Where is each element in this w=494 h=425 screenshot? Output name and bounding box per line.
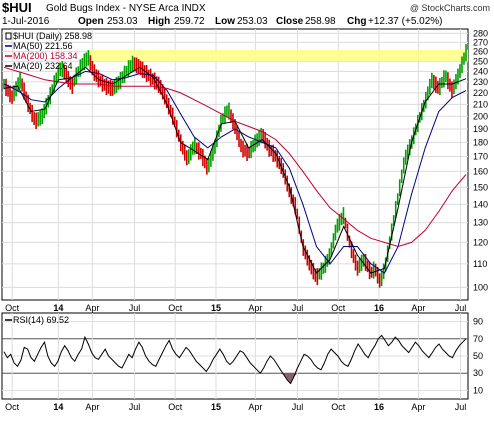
price-x-tick-label: Apr (411, 303, 425, 313)
price-x-tick-label: Apr (248, 303, 262, 313)
close-value: 258.98 (305, 16, 336, 27)
ma20-line (3, 66, 467, 274)
chg-label: Chg (347, 16, 366, 27)
price-y-tick-label: 160 (473, 166, 488, 176)
watermark: @ StockCharts.com (410, 3, 490, 13)
rsi-x-tick-label: 15 (211, 402, 221, 412)
close-label: Close (276, 16, 304, 27)
low-label: Low (215, 16, 235, 27)
price-y-tick-label: 180 (473, 137, 488, 147)
price-y-tick-label: 280 (473, 28, 488, 38)
rsi-x-axis: Oct 14 Apr Jul Oct 15 Apr Jul Oct 16 Apr Jul (5, 402, 466, 412)
rsi-legend: RSI(14) 69.52 (5, 315, 69, 325)
price-x-tick-label: Jul (129, 303, 141, 313)
rsi-x-tick-label: Jul (292, 402, 304, 412)
rsi-y-tick-label: 90 (473, 317, 483, 327)
price-y-tick-label: 120 (473, 237, 488, 247)
rsi-x-tick-label: Oct (5, 402, 20, 412)
price-x-tick-label: Jul (292, 303, 304, 313)
legend-entry: $HUI (Daily) 258.98 (13, 31, 92, 41)
price-y-tick-label: 250 (473, 56, 488, 66)
rsi-x-tick-label: 16 (374, 402, 384, 412)
price-y-tick-label: 200 (473, 111, 488, 121)
price-x-tick-label: 14 (53, 303, 63, 313)
rsi-grid (2, 313, 468, 399)
rsi-x-tick-label: 14 (53, 402, 63, 412)
price-x-tick-label: Oct (331, 303, 346, 313)
price-x-tick-label: Apr (85, 303, 99, 313)
legend-entry: MA(20) 232.64 (13, 61, 73, 71)
price-y-axis: 1001101201301401501601701801902002102202… (473, 28, 488, 292)
rsi-x-tick-label: Jul (129, 402, 141, 412)
price-y-tick-label: 190 (473, 124, 488, 134)
rsi-x-tick-label: Apr (411, 402, 425, 412)
rsi-y-axis: 10 30 50 70 90 (473, 317, 483, 396)
rsi-y-tick-label: 10 (473, 385, 483, 395)
price-y-tick-label: 220 (473, 88, 488, 98)
price-y-tick-label: 270 (473, 37, 488, 47)
quote-date: 1-Jul-2016 (2, 16, 50, 27)
rsi-y-tick-label: 50 (473, 351, 483, 361)
index-name: Gold Bugs Index - NYSE Arca INDX (46, 3, 206, 14)
rsi-x-tick-label: Apr (85, 402, 99, 412)
rsi-series-group (3, 334, 467, 385)
rsi-y-tick-label: 70 (473, 334, 483, 344)
price-y-tick-label: 210 (473, 99, 488, 109)
open-label: Open (78, 16, 104, 27)
price-x-axis: Oct 14 Apr Jul Oct 15 Apr Jul Oct 16 Apr Jul (5, 303, 466, 313)
chg-value: +12.37 (+5.02%) (368, 16, 443, 27)
price-x-tick-label: Jul (455, 303, 467, 313)
price-series-group (3, 44, 467, 288)
legend-swatch-price (5, 32, 12, 40)
legend-entry: MA(200) 158.34 (13, 51, 78, 61)
rsi-x-tick-label: Oct (168, 402, 183, 412)
high-value: 259.72 (174, 16, 205, 27)
price-x-tick-label: 16 (374, 303, 384, 313)
price-y-tick-label: 260 (473, 47, 488, 57)
low-value: 253.03 (237, 16, 268, 27)
price-y-tick-label: 130 (473, 218, 488, 228)
open-value: 253.03 (107, 16, 138, 27)
legend-entry: RSI(14) 69.52 (13, 315, 69, 325)
price-y-tick-label: 100 (473, 282, 488, 292)
legend-entry: MA(50) 221.56 (13, 41, 73, 51)
price-y-tick-label: 230 (473, 77, 488, 87)
rsi-y-tick-label: 30 (473, 368, 483, 378)
price-y-tick-label: 170 (473, 151, 488, 161)
price-y-tick-label: 150 (473, 182, 488, 192)
high-label: High (148, 16, 170, 27)
resistance-highlight-band (90, 49, 468, 62)
rsi-x-tick-label: Apr (248, 402, 262, 412)
price-y-tick-label: 110 (473, 259, 487, 269)
price-x-tick-label: Oct (5, 303, 20, 313)
price-x-tick-label: 15 (211, 303, 221, 313)
symbol: $HUI (2, 0, 32, 15)
rsi-x-tick-label: Oct (331, 402, 346, 412)
ma50-line (3, 70, 467, 274)
price-y-tick-label: 240 (473, 66, 488, 76)
rsi-line (3, 334, 467, 385)
price-y-tick-label: 140 (473, 199, 488, 209)
price-x-tick-label: Oct (168, 303, 183, 313)
rsi-x-tick-label: Jul (455, 402, 467, 412)
